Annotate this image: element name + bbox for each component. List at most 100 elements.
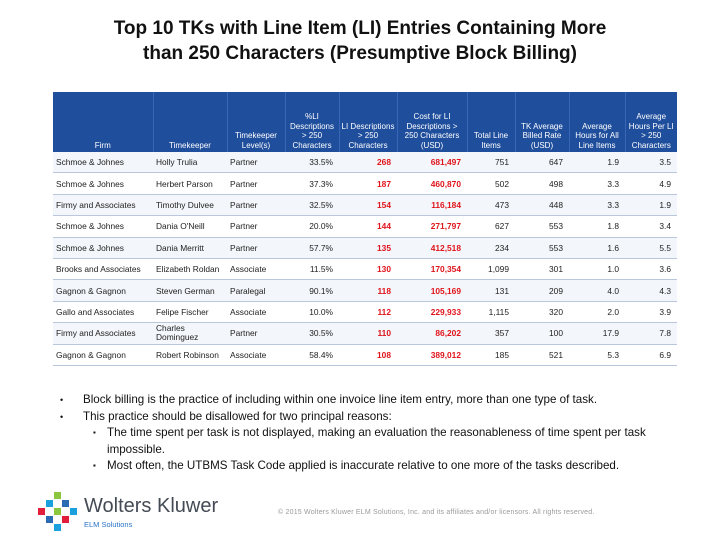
cell-avg-hours: 4.0 bbox=[569, 279, 625, 302]
table-row: Firmy and Associates Charles Dominguez P… bbox=[53, 322, 677, 345]
cell-rate: 521 bbox=[515, 344, 569, 366]
cell-timekeeper: Holly Trulia bbox=[153, 152, 227, 174]
sub-bullet-dot: ▪ bbox=[93, 428, 96, 438]
logo-square bbox=[54, 508, 61, 515]
cell-avg-hours-li: 3.5 bbox=[625, 152, 677, 174]
table-row: Gagnon & Gagnon Robert Robinson Associat… bbox=[53, 344, 677, 366]
cell-total-li: 473 bbox=[467, 194, 515, 217]
cell-cost: 105,169 bbox=[397, 279, 467, 302]
cell-pct: 90.1% bbox=[285, 279, 339, 302]
header-cell: TK Average Billed Rate (USD) bbox=[515, 92, 570, 152]
cell-li-count: 112 bbox=[339, 301, 397, 324]
bullet-text: This practice should be disallowed for t… bbox=[83, 409, 392, 423]
sub-bullet-text: Most often, the UTBMS Task Code applied … bbox=[107, 459, 620, 473]
cell-rate: 647 bbox=[515, 152, 569, 174]
cell-total-li: 234 bbox=[467, 237, 515, 259]
cell-firm: Schmoe & Johnes bbox=[53, 215, 153, 238]
cell-firm: Gagnon & Gagnon bbox=[53, 279, 153, 302]
cell-avg-hours: 1.9 bbox=[569, 152, 625, 174]
page-title: Top 10 TKs with Line Item (LI) Entries C… bbox=[40, 16, 680, 66]
cell-pct: 32.5% bbox=[285, 194, 339, 217]
sub-bullet-item: ▪ Most often, the UTBMS Task Code applie… bbox=[60, 458, 690, 475]
cell-level: Partner bbox=[227, 172, 285, 195]
cell-li-count: 130 bbox=[339, 258, 397, 281]
cell-cost: 460,870 bbox=[397, 172, 467, 195]
copyright-footer: © 2015 Wolters Kluwer ELM Solutions, Inc… bbox=[278, 509, 595, 516]
wolters-kluwer-logo: Wolters Kluwer ELM Solutions bbox=[36, 490, 236, 532]
logo-square bbox=[54, 524, 61, 531]
cell-level: Partner bbox=[227, 152, 285, 174]
cell-avg-hours-li: 4.9 bbox=[625, 172, 677, 195]
header-cell: Firm bbox=[53, 92, 154, 152]
cell-firm: Gallo and Associates bbox=[53, 301, 153, 324]
cell-pct: 57.7% bbox=[285, 237, 339, 259]
cell-level: Partner bbox=[227, 237, 285, 259]
cell-cost: 170,354 bbox=[397, 258, 467, 281]
cell-timekeeper: Timothy Dulvee bbox=[153, 194, 227, 217]
header-cell: Average Hours for All Line Items bbox=[569, 92, 626, 152]
title-line-1: Top 10 TKs with Line Item (LI) Entries C… bbox=[113, 18, 607, 39]
table-header-row: Firm Timekeeper Timekeeper Level(s) %LI … bbox=[53, 92, 677, 152]
cell-rate: 448 bbox=[515, 194, 569, 217]
logo-subtitle: ELM Solutions bbox=[84, 520, 133, 529]
cell-avg-hours: 3.3 bbox=[569, 194, 625, 217]
header-cell: Timekeeper Level(s) bbox=[227, 92, 286, 152]
sub-bullet-item: ▪ The time spent per task is not display… bbox=[60, 425, 690, 458]
table-row: Schmoe & Johnes Herbert Parson Partner 3… bbox=[53, 172, 677, 195]
cell-avg-hours: 1.8 bbox=[569, 215, 625, 238]
logo-square bbox=[54, 492, 61, 499]
cell-firm: Schmoe & Johnes bbox=[53, 237, 153, 259]
cell-pct: 33.5% bbox=[285, 152, 339, 174]
bullet-item: • This practice should be disallowed for… bbox=[60, 409, 690, 426]
cell-level: Associate bbox=[227, 344, 285, 366]
header-cell: %LI Descriptions > 250 Characters bbox=[285, 92, 340, 152]
table-row: Brooks and Associates Elizabeth Roldan A… bbox=[53, 258, 677, 281]
cell-firm: Schmoe & Johnes bbox=[53, 152, 153, 174]
cell-li-count: 135 bbox=[339, 237, 397, 259]
cell-avg-hours: 3.3 bbox=[569, 172, 625, 195]
cell-total-li: 131 bbox=[467, 279, 515, 302]
cell-cost: 229,933 bbox=[397, 301, 467, 324]
cell-avg-hours-li: 1.9 bbox=[625, 194, 677, 217]
cell-timekeeper: Robert Robinson bbox=[153, 344, 227, 366]
bullet-dot: • bbox=[60, 395, 64, 405]
cell-pct: 11.5% bbox=[285, 258, 339, 281]
cell-avg-hours-li: 3.9 bbox=[625, 301, 677, 324]
cell-rate: 100 bbox=[515, 322, 569, 345]
logo-square bbox=[62, 500, 69, 507]
logo-square bbox=[46, 516, 53, 523]
cell-pct: 20.0% bbox=[285, 215, 339, 238]
cell-timekeeper: Dania O'Neill bbox=[153, 215, 227, 238]
cell-pct: 37.3% bbox=[285, 172, 339, 195]
table-row: Schmoe & Johnes Dania Merritt Partner 57… bbox=[53, 237, 677, 259]
cell-cost: 389,012 bbox=[397, 344, 467, 366]
data-table: Firm Timekeeper Timekeeper Level(s) %LI … bbox=[53, 92, 677, 366]
cell-timekeeper: Elizabeth Roldan bbox=[153, 258, 227, 281]
header-cell: LI Descriptions > 250 Characters bbox=[339, 92, 398, 152]
cell-firm: Firmy and Associates bbox=[53, 194, 153, 217]
cell-li-count: 108 bbox=[339, 344, 397, 366]
cell-firm: Schmoe & Johnes bbox=[53, 172, 153, 195]
cell-total-li: 502 bbox=[467, 172, 515, 195]
cell-rate: 301 bbox=[515, 258, 569, 281]
cell-timekeeper: Dania Merritt bbox=[153, 237, 227, 259]
cell-li-count: 118 bbox=[339, 279, 397, 302]
cell-firm: Gagnon & Gagnon bbox=[53, 344, 153, 366]
cell-level: Associate bbox=[227, 258, 285, 281]
cell-avg-hours-li: 3.4 bbox=[625, 215, 677, 238]
table-row: Gagnon & Gagnon Steven German Paralegal … bbox=[53, 279, 677, 302]
bullet-list: • Block billing is the practice of inclu… bbox=[60, 392, 690, 475]
cell-pct: 58.4% bbox=[285, 344, 339, 366]
cell-timekeeper: Charles Dominguez bbox=[153, 322, 227, 345]
cell-rate: 320 bbox=[515, 301, 569, 324]
sub-bullet-dot: ▪ bbox=[93, 461, 96, 471]
cell-avg-hours: 2.0 bbox=[569, 301, 625, 324]
cell-total-li: 627 bbox=[467, 215, 515, 238]
title-line-2: than 250 Characters (Presumptive Block B… bbox=[143, 43, 577, 64]
table-row: Gallo and Associates Felipe Fischer Asso… bbox=[53, 301, 677, 324]
header-cell: Average Hours Per LI > 250 Characters bbox=[625, 92, 677, 152]
cell-pct: 30.5% bbox=[285, 322, 339, 345]
cell-level: Partner bbox=[227, 215, 285, 238]
logo-square bbox=[62, 516, 69, 523]
cell-firm: Firmy and Associates bbox=[53, 322, 153, 345]
